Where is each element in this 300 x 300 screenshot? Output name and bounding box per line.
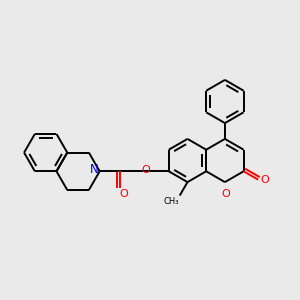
Text: N: N — [90, 163, 98, 176]
Text: O: O — [141, 165, 150, 175]
Text: O: O — [221, 189, 230, 199]
Text: O: O — [260, 175, 269, 185]
Text: CH₃: CH₃ — [163, 197, 179, 206]
Text: O: O — [120, 189, 128, 199]
